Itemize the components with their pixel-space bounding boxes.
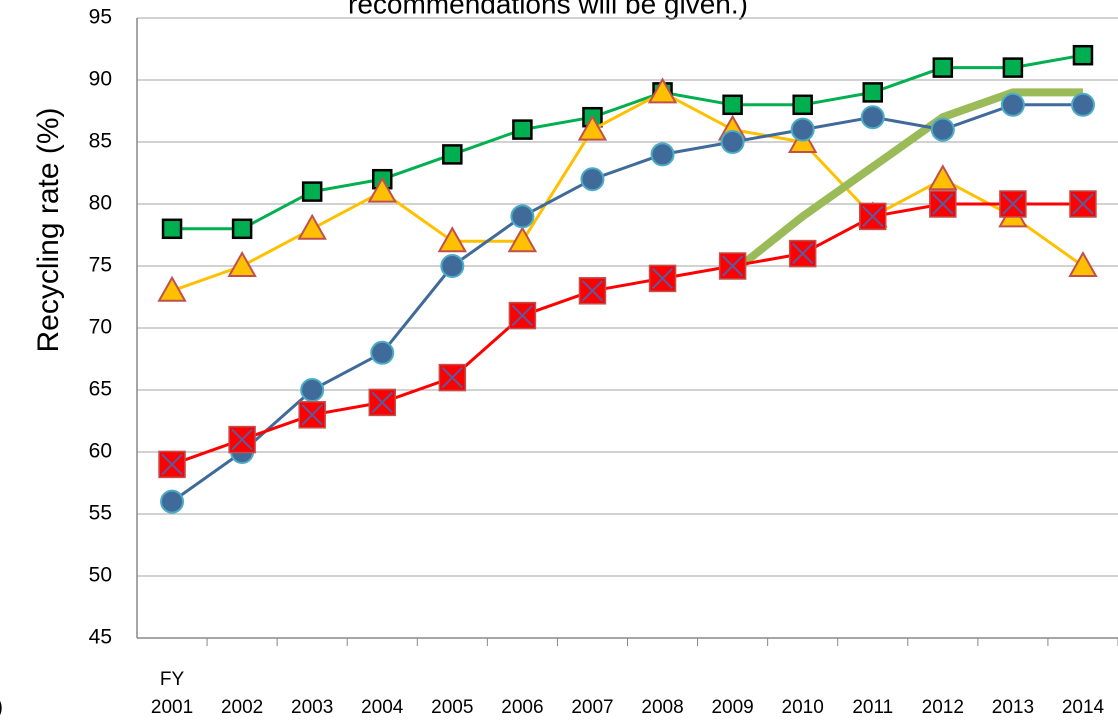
marker [510,204,535,229]
marker [860,105,885,130]
marker-cross [231,428,253,451]
series-line [172,53,1084,231]
marker-cross [791,242,814,265]
x-tick-label: 2011 [852,697,893,718]
marker [507,226,538,253]
marker [647,77,678,104]
marker-cross [581,280,604,302]
marker [790,117,815,142]
marker [577,114,608,141]
marker [929,190,957,218]
y-axis-label: Recycling rate (%) [32,107,65,352]
marker [158,450,186,479]
marker [578,277,607,305]
marker [228,425,256,454]
marker [438,363,467,392]
marker [512,119,533,140]
marker [1068,250,1098,277]
marker [300,378,325,402]
marker-cross [1072,193,1094,215]
marker [859,202,887,231]
y-tick-label: 85 [89,130,112,153]
marker [367,176,397,203]
marker [718,252,747,280]
marker [648,264,677,293]
marker [231,218,253,240]
marker [508,301,537,330]
y-tick-label: 95 [89,6,112,29]
marker-cross [511,304,534,327]
marker-cross [1002,193,1024,215]
x-tick-label: 2012 [922,697,964,718]
marker [368,388,396,417]
marker-cross [651,267,674,290]
marker [930,117,955,142]
series-line [730,88,1083,276]
marker-cross [371,391,393,414]
marker [1000,92,1025,117]
marker-cross [161,453,183,476]
marker [160,489,185,514]
x-axis-note: FY [160,669,185,690]
y-tick-label: 50 [89,564,112,587]
marker [788,239,817,268]
x-tick-label: 2005 [431,697,473,718]
marker [227,250,257,277]
x-tick-label: 2004 [361,697,404,718]
x-tick-label: 2014 [1062,697,1105,718]
x-tick-label: 2008 [641,697,683,718]
marker [720,130,745,154]
marker [298,401,326,429]
marker [650,142,675,167]
y-tick-label: 65 [89,378,112,401]
y-tick-label: 55 [89,502,112,525]
marker-cross [441,366,464,389]
marker [932,57,954,78]
y-tick-label: 70 [89,316,112,339]
x-tick-label: 2003 [291,697,333,718]
marker [370,340,395,365]
marker-cross [932,193,954,215]
marker [437,226,468,253]
marker [440,254,465,278]
marker [862,82,883,103]
marker [1070,92,1095,117]
x-tick-label: 2009 [711,697,753,718]
marker [1069,190,1097,218]
marker-cross [862,205,884,228]
x-tick-label: 2013 [992,697,1034,718]
marker-cross [301,404,323,426]
marker [999,190,1027,218]
y-tick-label: 75 [89,254,112,277]
x-tick-label: 2007 [571,697,613,718]
y-tick-label: 60 [89,440,112,463]
x-tick-label: 2006 [501,697,543,718]
marker-cross [721,255,744,277]
marker [1072,44,1094,66]
marker [161,218,183,240]
y-tick-label: 90 [89,68,112,91]
marker [928,164,958,191]
marker [580,167,605,192]
marker [1002,57,1024,78]
x-tick-label: 2001 [151,697,193,718]
annotation: ) [0,696,3,719]
marker [157,275,187,302]
marker [297,213,327,240]
x-tick-label: 2002 [221,697,263,718]
marker [301,181,323,202]
x-tick-label: 2010 [782,697,824,718]
marker [792,94,813,116]
y-tick-label: 45 [89,626,112,649]
chart-title: recommendations will be given.) [348,0,748,19]
marker [722,94,743,116]
series-line [171,103,1083,503]
y-tick-label: 80 [89,192,112,215]
marker [442,144,463,165]
